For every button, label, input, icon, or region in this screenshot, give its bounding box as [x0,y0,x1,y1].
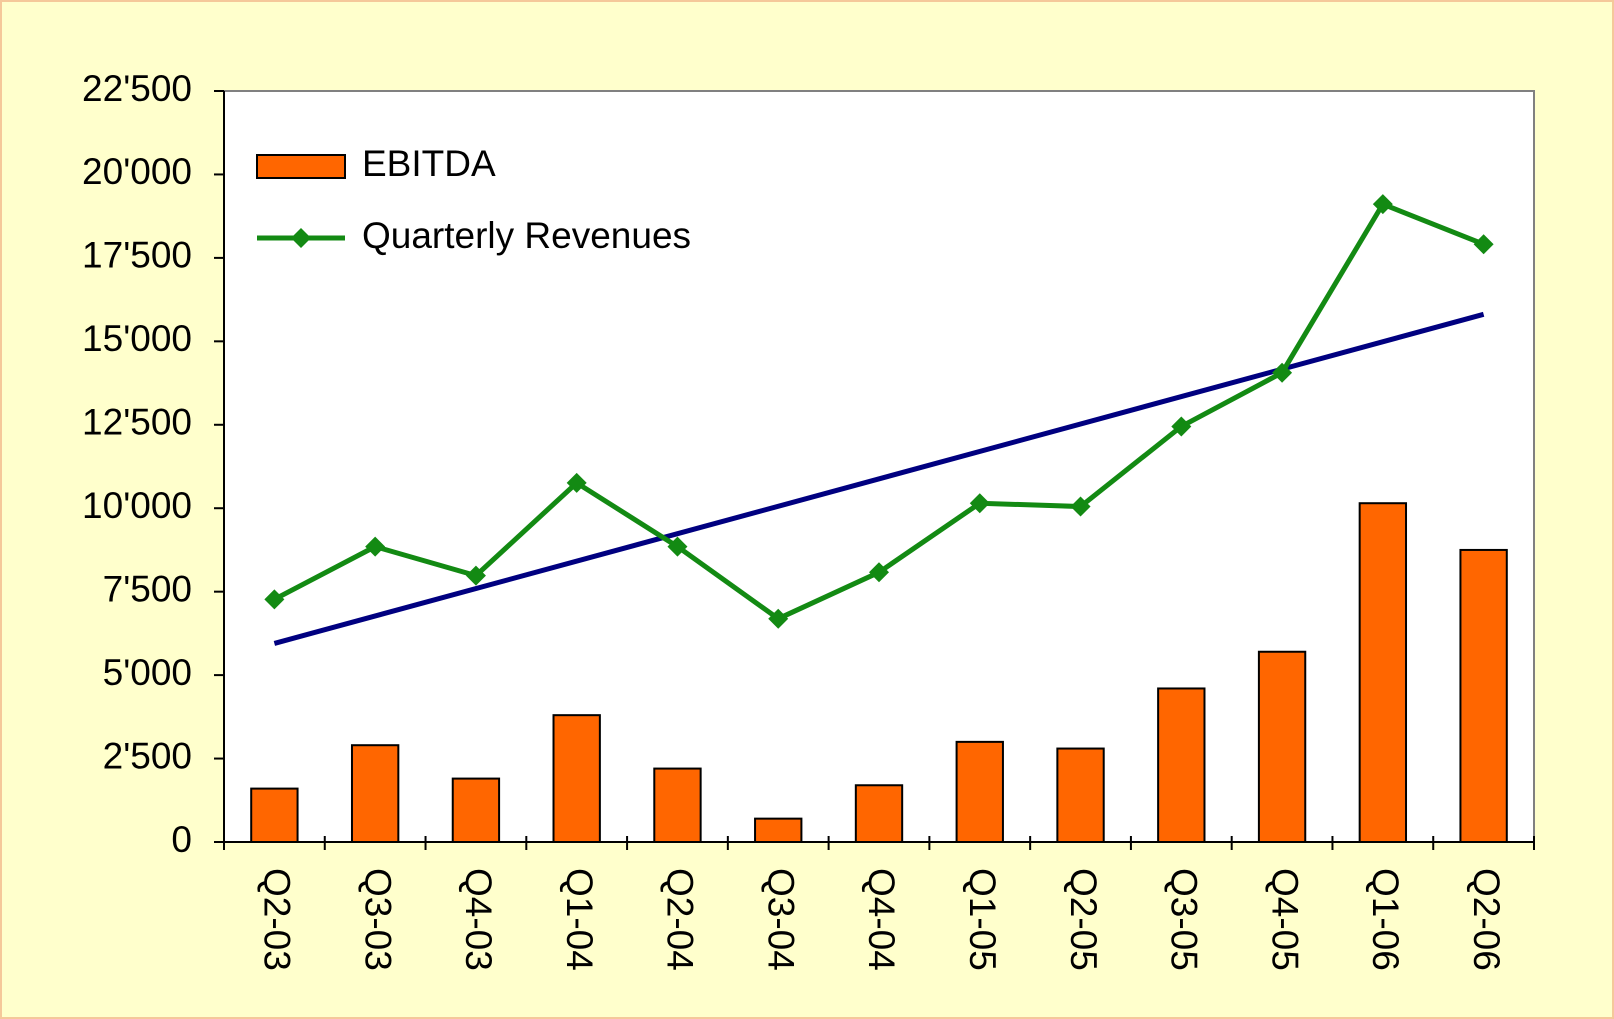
bar [350,744,400,844]
y-tick-label: 7'500 [103,568,192,609]
marker [1070,496,1091,517]
marker [667,536,688,557]
x-tick-label: Q1-05 [962,868,1003,971]
bar [754,817,803,844]
x-tick-label: Q4-03 [458,868,499,971]
y-tick-label: 10'000 [82,485,192,526]
marker [264,589,285,610]
bar [1459,548,1508,843]
plot-area [223,90,1535,843]
marker [1372,194,1393,215]
marker [566,472,587,493]
x-tick-label: Q3-03 [357,868,398,971]
marker [365,536,386,557]
y-tick-label: 5'000 [103,652,192,693]
x-tick-label: Q2-06 [1466,868,1507,971]
legend-swatch [256,154,346,179]
marker [465,565,486,586]
y-tick-label: 20'000 [82,151,192,192]
bar [552,714,601,843]
x-tick-label: Q2-05 [1063,868,1104,971]
bar [1358,502,1408,843]
bar [451,777,501,843]
legend-label: Quarterly Revenues [362,215,691,256]
bar [653,767,702,844]
y-tick-label: 17'500 [82,235,192,276]
marker [969,493,990,514]
bar [1257,650,1307,843]
x-tick-label: Q4-04 [861,868,902,971]
y-tick-label: 15'000 [82,318,192,359]
y-tick-label: 2'500 [103,735,192,776]
y-tick-label: 0 [171,819,192,860]
x-tick-label: Q4-05 [1264,868,1305,971]
bar [1157,687,1206,843]
bar [955,740,1004,843]
x-tick-label: Q2-04 [660,868,701,971]
x-tick-label: Q3-04 [760,868,801,971]
marker [768,608,789,629]
y-tick-label: 12'500 [82,402,192,443]
marker [1171,416,1192,437]
bar [854,784,904,843]
x-tick-label: Q2-03 [257,868,298,971]
x-tick-label: Q3-05 [1164,868,1205,971]
marker [1272,362,1293,383]
marker [1473,234,1494,255]
x-tick-label: Q1-04 [559,868,600,971]
x-tick-label: Q1-06 [1365,868,1406,971]
y-tick-label: 22'500 [82,68,192,109]
bar [250,787,299,844]
marker [869,562,889,583]
legend-label: EBITDA [362,143,496,184]
bar [1056,747,1105,844]
legend-marker [291,228,311,248]
